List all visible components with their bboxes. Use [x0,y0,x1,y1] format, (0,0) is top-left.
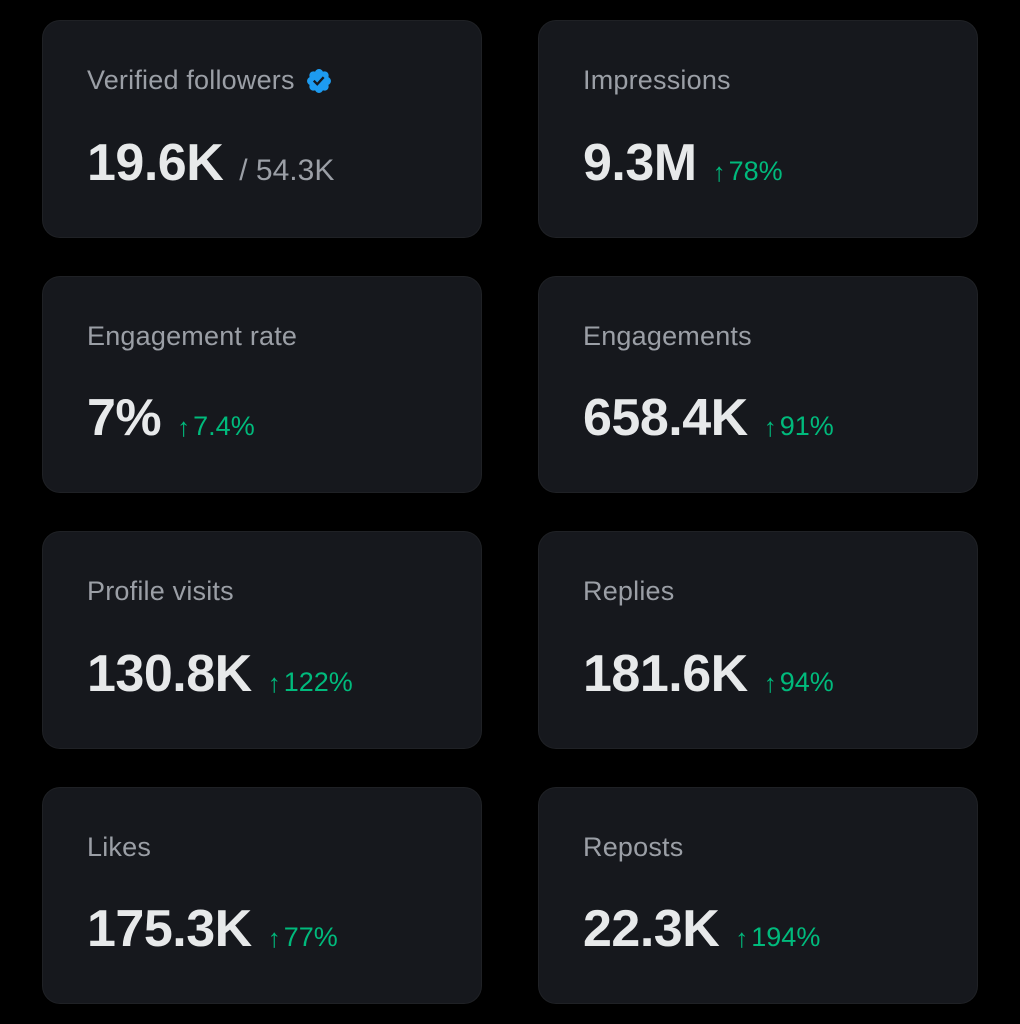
stat-change: ↑ 94% [764,667,834,698]
stat-change-value: 194% [751,922,821,952]
stat-label: Replies [583,576,675,606]
stat-card-reposts: Reposts 22.3K ↑ 194% [538,786,978,1004]
stat-label: Impressions [583,65,731,95]
stat-change-value: 122% [283,666,353,697]
stat-value: 19.6K [87,133,224,192]
arrow-up-icon: ↑ [267,923,281,953]
stat-card-profile-visits: Profile visits 130.8K ↑ 122% [42,531,482,749]
stat-change: ↑ 77% [268,922,338,953]
stat-card-replies: Replies 181.6K ↑ 94% [538,531,978,749]
stat-value: 9.3M [583,133,697,192]
stat-card-impressions: Impressions 9.3M ↑ 78% [538,20,978,238]
stat-change: ↑ 7.4% [177,411,255,442]
stat-label: Engagement rate [87,320,298,351]
arrow-up-icon: ↑ [763,667,777,698]
stat-card-engagement-rate: Engagement rate 7% ↑ 7.4% [42,275,482,493]
stat-card-verified-followers: Verified followers 19.6K / 54.3K [42,20,482,238]
arrow-up-icon: ↑ [712,156,726,187]
stat-value: 658.4K [583,389,748,447]
stat-label: Likes [87,831,152,862]
stat-change-value: 7.4% [193,411,255,441]
stat-change-value: 78% [728,155,783,186]
arrow-up-icon: ↑ [267,667,281,698]
arrow-up-icon: ↑ [177,412,191,442]
stat-value: 181.6K [583,644,748,703]
stat-value: 22.3K [583,900,720,958]
stat-value: 175.3K [87,900,252,958]
stat-change: ↑ 91% [764,411,834,442]
verified-badge-icon [305,67,333,95]
stat-change: ↑ 194% [735,922,820,953]
stat-label: Profile visits [87,576,234,606]
stat-change-value: 94% [779,666,834,697]
stat-change: ↑ 122% [268,667,353,698]
stat-value: 130.8K [87,644,252,703]
stat-card-likes: Likes 175.3K ↑ 77% [42,786,482,1004]
arrow-up-icon: ↑ [763,412,777,442]
stat-label: Reposts [583,831,684,862]
stat-label: Engagements [583,320,752,351]
stat-change-value: 77% [283,922,338,952]
stat-change-value: 91% [779,411,834,441]
stat-denominator: / 54.3K [239,153,335,187]
stat-label: Verified followers [87,65,295,95]
stat-value: 7% [87,389,162,447]
stat-change: ↑ 78% [713,156,783,187]
stat-card-engagements: Engagements 658.4K ↑ 91% [538,275,978,493]
arrow-up-icon: ↑ [735,923,749,953]
